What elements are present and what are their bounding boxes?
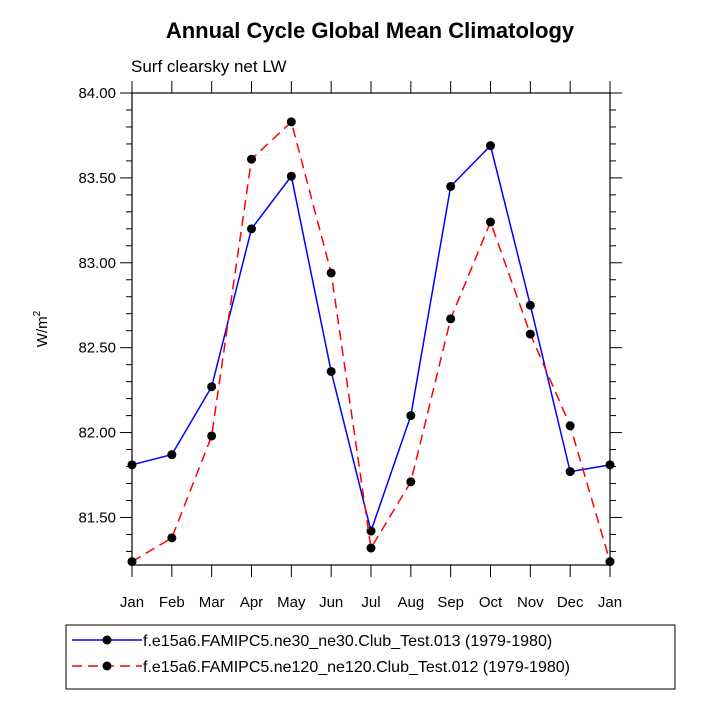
- x-tick-label: Jan: [120, 594, 144, 611]
- x-tick-label: Sep: [437, 594, 464, 611]
- x-tick-label: Feb: [159, 594, 185, 611]
- data-point: [486, 217, 495, 227]
- series-1: [127, 141, 615, 536]
- data-point: [525, 329, 535, 339]
- data-point: [167, 533, 177, 543]
- x-tick-label: Aug: [397, 594, 424, 611]
- data-point: [406, 411, 416, 421]
- x-tick-label: Mar: [199, 594, 225, 611]
- legend-label: f.e15a6.FAMIPC5.ne120_ne120.Club_Test.01…: [143, 659, 570, 676]
- data-point: [247, 224, 256, 234]
- data-point: [207, 431, 217, 441]
- x-tick-label: Dec: [557, 594, 584, 611]
- data-point: [605, 460, 615, 470]
- data-point: [446, 314, 456, 324]
- x-tick-label: Apr: [240, 594, 263, 611]
- data-point: [605, 557, 615, 567]
- x-axis-ticks: Jan Feb Mar Apr May Jun Jul Aug Sep Oct Nov Dec Jan: [120, 81, 622, 611]
- data-point: [286, 171, 296, 181]
- series-line: [131, 120, 611, 563]
- y-tick-label: 82.50: [78, 340, 116, 357]
- legend-box: [65, 624, 676, 690]
- series-line: [131, 144, 611, 534]
- series-2: [127, 117, 615, 567]
- legend-label: f.e15a6.FAMIPC5.ne30_ne30.Club_Test.013 …: [143, 633, 552, 650]
- legend-marker: [102, 635, 112, 645]
- y-tick-label: 84.00: [78, 85, 116, 102]
- x-tick-label: Nov: [517, 594, 544, 611]
- y-tick-label: 83.00: [78, 255, 116, 272]
- data-point: [326, 366, 336, 376]
- data-point: [486, 141, 495, 151]
- y-tick-label: 83.50: [78, 170, 116, 187]
- data-point: [565, 421, 575, 431]
- plot-frame: [131, 92, 611, 566]
- data-point: [127, 460, 137, 470]
- y-axis-label: W/m2: [32, 310, 51, 347]
- x-tick-label: Oct: [479, 594, 503, 611]
- data-point: [565, 467, 575, 477]
- chart-title: Annual Cycle Global Mean Climatology: [166, 18, 575, 43]
- y-tick-label: 82.00: [78, 425, 116, 442]
- y-axis-label-text: W/m2: [32, 310, 51, 347]
- data-point: [525, 300, 535, 310]
- data-point: [406, 477, 416, 487]
- y-axis-label-superscript: 2: [32, 310, 43, 316]
- series-layer: [127, 117, 615, 567]
- x-tick-label: Jun: [319, 594, 343, 611]
- data-point: [247, 154, 256, 164]
- chart-subtitle: Surf clearsky net LW: [131, 57, 287, 76]
- y-axis-label-unit: W/m: [34, 316, 51, 347]
- data-point: [167, 450, 177, 460]
- y-axis-ticks: 81.50 82.00 82.50 83.00 83.50 84.00: [78, 85, 622, 552]
- data-point: [286, 117, 296, 127]
- x-tick-label: Jul: [361, 594, 380, 611]
- x-tick-label: May: [277, 594, 306, 611]
- data-point: [326, 268, 336, 278]
- data-point: [366, 543, 376, 553]
- data-point: [207, 382, 217, 392]
- data-point: [446, 181, 456, 191]
- legend-marker: [102, 661, 112, 671]
- x-tick-label: Jan: [598, 594, 622, 611]
- y-tick-label: 81.50: [78, 509, 116, 526]
- data-point: [127, 557, 137, 567]
- legend: f.e15a6.FAMIPC5.ne30_ne30.Club_Test.013 …: [65, 624, 676, 690]
